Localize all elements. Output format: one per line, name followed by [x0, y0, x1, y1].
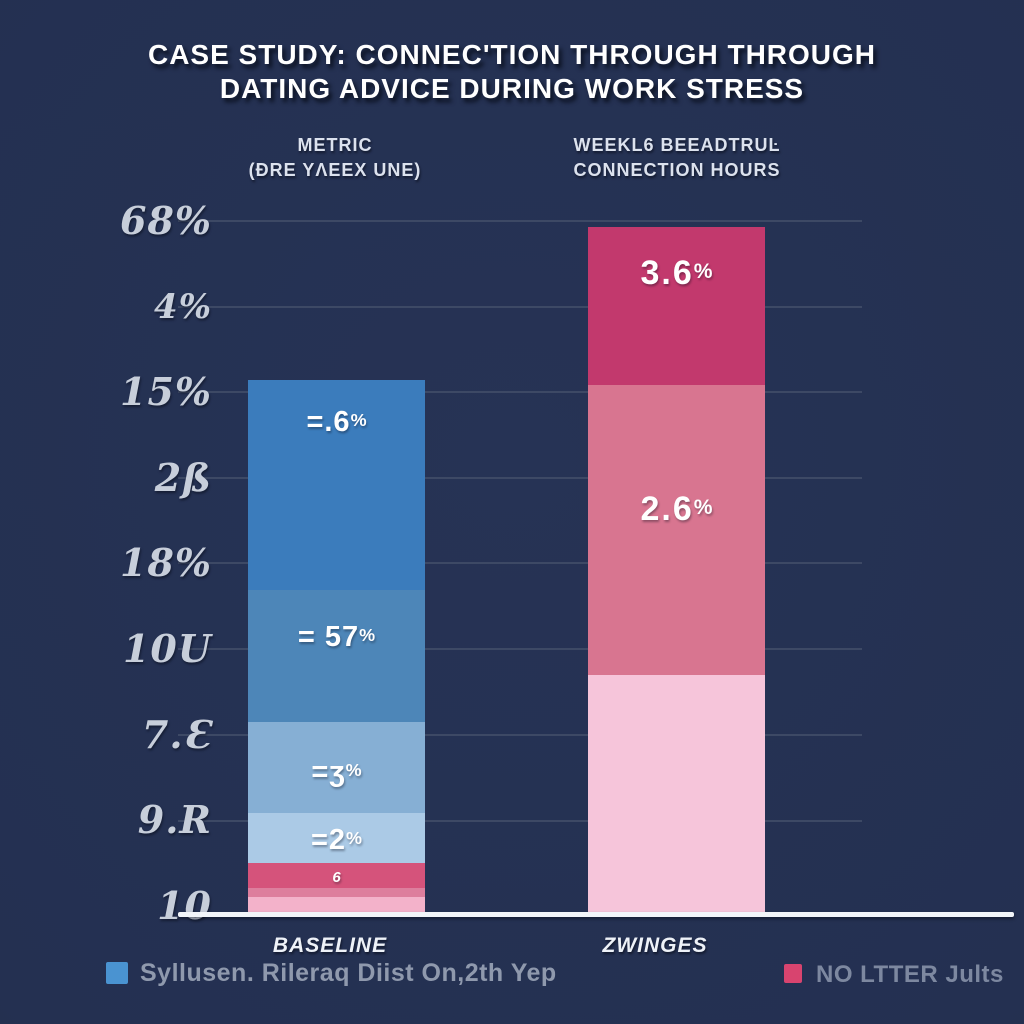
percent-sign: % [693, 260, 713, 283]
gridline [178, 477, 862, 479]
segment-value-text: 6 [332, 869, 341, 886]
bar-segment-value: 2.6% [588, 488, 765, 529]
legend-swatch-blue [106, 962, 128, 984]
percent-sign: % [346, 828, 363, 848]
percent-sign: % [359, 625, 376, 645]
segment-value-text: =ʒ [311, 756, 346, 789]
bar-segment [248, 722, 425, 813]
column-header-metric-line-2: (ÐRE YΛEEX UNE) [248, 160, 422, 180]
y-axis-tick-label: 2ß [154, 455, 212, 500]
gridline [178, 562, 862, 564]
column-header-connection-line-1: WEEKL6 BEEADTRUĿ [573, 135, 781, 155]
bar-segment-value: =2% [248, 820, 425, 858]
segment-value-text: =.6 [306, 406, 351, 439]
y-axis-tick-label: 68% [120, 198, 212, 243]
gridline [178, 306, 862, 308]
y-axis-tick-label: 15% [120, 369, 212, 414]
bar-baseline: =.6% = 57% =ʒ% =2% 6 [248, 380, 425, 913]
column-header-connection-hours: WEEKL6 BEEADTRUĿ CONNECTION HOURS [527, 133, 827, 183]
gridline [178, 648, 862, 650]
segment-value-text: = 57 [297, 621, 360, 654]
segment-value-text: =2 [310, 824, 347, 857]
percent-sign: % [350, 410, 367, 430]
x-axis-line [178, 912, 1014, 917]
column-header-connection-line-2: CONNECTION HOURS [573, 160, 781, 180]
bar-segment [248, 863, 425, 888]
gridline [178, 734, 862, 736]
bar-segment [248, 590, 425, 722]
legend-swatch-pink [784, 964, 802, 983]
title-line-2: DATING ADVICE DURING WORK STRESS [219, 73, 805, 104]
title-line-1: CASE STUDY: CONNEC'TION THROUGH THROUGH [147, 39, 877, 70]
gridline [178, 220, 862, 222]
y-axis-tick-label: 4% [154, 287, 212, 327]
gridline [178, 820, 862, 822]
segment-value-text: 2.6 [640, 489, 694, 528]
bar-segment [588, 385, 765, 675]
bar-segment [248, 897, 425, 913]
percent-sign: % [693, 496, 713, 519]
bar-segment [248, 380, 425, 590]
bar-segment-value: =ʒ% [248, 752, 425, 790]
y-axis-tick-label: 18% [120, 540, 212, 585]
legend-label-blue: Syllusen. Rileraq Diist On,2th Yep [140, 959, 557, 987]
bar-segment [248, 888, 425, 897]
chart-title: CASE STUDY: CONNEC'TION THROUGH THROUGH … [0, 38, 1024, 106]
bar-segment [248, 813, 425, 863]
y-axis-tick-label: 10 [157, 883, 212, 928]
bar-segment-value: 3.6% [588, 252, 765, 293]
bar-segment-value: =.6% [248, 402, 425, 440]
column-header-metric: METRIC (ÐRE YΛEEX UNE) [185, 133, 485, 183]
x-axis-label-baseline: BASELINE [272, 934, 388, 957]
y-axis-tick-label: 9.R [137, 797, 212, 842]
percent-sign: % [345, 760, 362, 780]
segment-value-text: 3.6 [640, 253, 694, 292]
bar-segment-value: 6 [248, 868, 425, 888]
bar-zwinges: 3.6% 2.6% [588, 227, 765, 913]
bar-segment [588, 227, 765, 385]
bar-segment [588, 675, 765, 913]
gridline [178, 391, 862, 393]
y-axis-tick-label: 10U [122, 626, 212, 671]
y-axis-tick-label: 7.Ɛ [141, 712, 212, 757]
bar-segment-value: = 57% [248, 617, 425, 655]
column-header-metric-line-1: METRIC [297, 135, 373, 155]
legend-label-pink: NO LTTER Jults [816, 961, 1004, 988]
x-axis-label-zwinges: ZWINGES [602, 934, 708, 957]
